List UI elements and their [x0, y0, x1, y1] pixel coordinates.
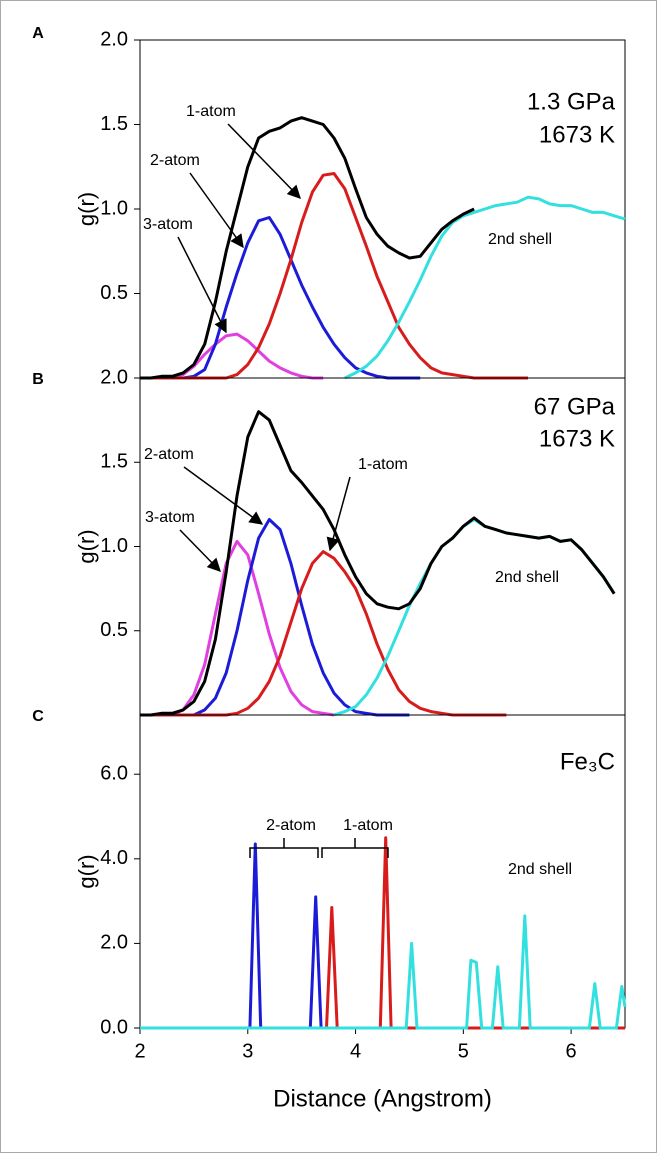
y-tick-label: 4.0: [100, 847, 128, 869]
y-axis-label: g(r): [74, 854, 99, 888]
series-line: [140, 914, 627, 1030]
x-tick-label: 2: [134, 1040, 145, 1062]
annotation: 2-atom: [266, 817, 316, 834]
annotation: 2nd shell: [488, 231, 552, 248]
panel-label: A: [32, 25, 44, 42]
y-tick-label: 1.5: [100, 451, 128, 473]
annotation-arrow: [326, 476, 351, 552]
y-tick-label: 2.0: [100, 366, 128, 388]
annotation-arrow: [177, 236, 227, 334]
series-line: [344, 195, 626, 380]
series-line: [140, 116, 475, 380]
y-tick-label: 2.0: [100, 932, 128, 954]
series-line: [140, 410, 616, 717]
annotation: 1.3 GPa: [527, 88, 616, 115]
x-tick-label: 6: [566, 1040, 577, 1062]
y-tick-label: 2.0: [100, 28, 128, 50]
annotation: 2nd shell: [495, 569, 559, 586]
annotation: 1-atom: [343, 817, 393, 834]
y-tick-label: 0.0: [100, 1016, 128, 1038]
x-tick-label: 4: [350, 1040, 361, 1062]
annotation: 3-atom: [145, 509, 195, 526]
annotation: 2nd shell: [508, 861, 572, 878]
y-tick-label: 0.5: [100, 282, 128, 304]
y-tick-label: 1.0: [100, 535, 128, 557]
x-tick-label: 5: [458, 1040, 469, 1062]
series-line: [333, 518, 616, 717]
y-tick-label: 1.0: [100, 197, 128, 219]
annotation-arrow: [227, 123, 301, 199]
annotation-bracket: [249, 838, 319, 858]
annotation: 3-atom: [143, 216, 193, 233]
annotation-arrow: [179, 529, 221, 572]
x-tick-label: 3: [242, 1040, 253, 1062]
x-axis-label: Distance (Angstrom): [273, 1085, 492, 1112]
annotation: 2-atom: [144, 446, 194, 463]
annotation: 1-atom: [186, 103, 236, 120]
annotation: Fe₃C: [560, 748, 615, 775]
y-tick-label: 1.5: [100, 113, 128, 135]
y-axis-label: g(r): [74, 529, 99, 563]
series-line: [140, 332, 324, 380]
annotation: 67 GPa: [534, 393, 616, 420]
y-axis-label: g(r): [74, 192, 99, 226]
panel-label: B: [32, 371, 44, 388]
annotation: 1673 K: [539, 121, 615, 148]
annotation: 1-atom: [358, 456, 408, 473]
y-tick-label: 6.0: [100, 762, 128, 784]
annotation: 2-atom: [150, 152, 200, 169]
annotation: 1673 K: [539, 425, 615, 452]
annotation-arrow: [189, 172, 244, 249]
annotation-bracket: [321, 838, 389, 858]
panel-label: C: [32, 708, 44, 725]
annotation-arrow: [183, 466, 264, 525]
y-tick-label: 0.5: [100, 619, 128, 641]
